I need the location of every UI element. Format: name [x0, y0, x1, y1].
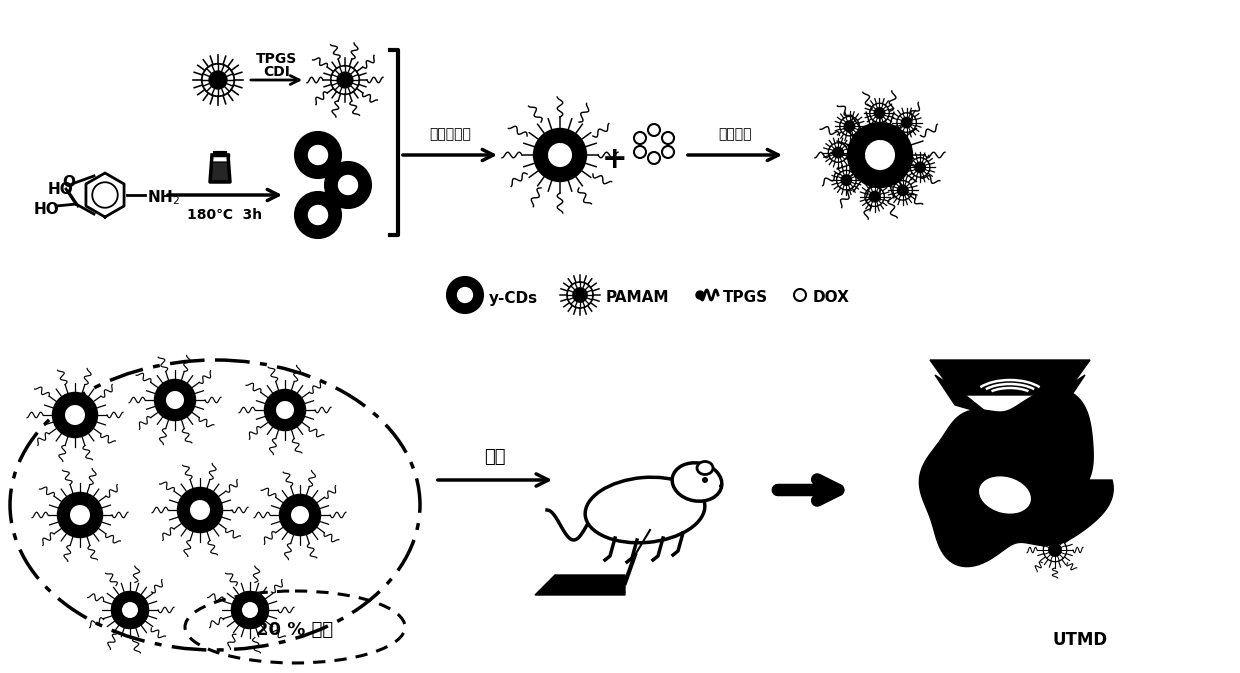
Circle shape [702, 477, 708, 483]
Text: HO: HO [33, 201, 60, 217]
Ellipse shape [585, 477, 704, 543]
Circle shape [112, 592, 148, 628]
Polygon shape [930, 360, 1090, 395]
Circle shape [696, 291, 704, 299]
Circle shape [662, 146, 675, 158]
Circle shape [844, 121, 854, 131]
Text: DOX: DOX [813, 291, 849, 306]
Circle shape [58, 493, 102, 537]
Circle shape [188, 499, 211, 521]
Text: 180℃  3h: 180℃ 3h [187, 208, 263, 222]
Circle shape [848, 123, 911, 187]
Circle shape [69, 504, 91, 526]
Circle shape [337, 174, 360, 196]
Circle shape [874, 108, 884, 118]
Circle shape [68, 504, 92, 526]
Ellipse shape [672, 463, 722, 501]
Text: CDI: CDI [264, 65, 290, 79]
Circle shape [534, 129, 587, 181]
Circle shape [833, 147, 843, 157]
Circle shape [241, 601, 259, 619]
Circle shape [864, 139, 895, 171]
Circle shape [64, 404, 86, 426]
Circle shape [232, 592, 268, 628]
Circle shape [649, 124, 660, 136]
Polygon shape [1030, 375, 1085, 415]
Text: 非共价作用: 非共价作用 [429, 127, 471, 141]
Circle shape [898, 185, 908, 196]
Circle shape [634, 132, 646, 144]
Polygon shape [534, 575, 625, 595]
Circle shape [295, 192, 341, 238]
Text: +: + [603, 145, 627, 174]
Circle shape [337, 72, 352, 87]
Circle shape [1049, 544, 1061, 557]
Circle shape [295, 132, 341, 178]
Circle shape [841, 175, 852, 185]
Circle shape [308, 204, 329, 226]
Circle shape [179, 488, 222, 532]
Ellipse shape [697, 462, 713, 474]
Circle shape [188, 499, 211, 521]
Circle shape [120, 600, 140, 620]
Circle shape [864, 139, 897, 171]
Text: y-CDs: y-CDs [489, 291, 538, 306]
Text: HO: HO [48, 182, 73, 197]
Text: 治疗: 治疗 [485, 448, 506, 466]
Circle shape [165, 390, 185, 410]
Circle shape [165, 390, 186, 411]
Circle shape [280, 495, 320, 535]
Text: PAMAM: PAMAM [606, 291, 670, 306]
Circle shape [241, 600, 260, 620]
Circle shape [915, 162, 925, 173]
Circle shape [634, 146, 646, 158]
Circle shape [275, 400, 295, 420]
Circle shape [290, 505, 310, 525]
Polygon shape [919, 389, 1114, 567]
Text: 疏水作用: 疏水作用 [718, 127, 751, 141]
Circle shape [573, 288, 587, 302]
Circle shape [719, 484, 723, 488]
Ellipse shape [978, 475, 1032, 515]
Circle shape [456, 286, 474, 304]
Circle shape [53, 393, 97, 437]
Circle shape [63, 404, 87, 426]
Circle shape [794, 289, 806, 301]
Circle shape [547, 142, 573, 168]
Circle shape [122, 601, 139, 619]
Text: 20 % 微泡: 20 % 微泡 [257, 621, 334, 639]
Polygon shape [210, 162, 229, 181]
Text: UTMD: UTMD [1053, 631, 1107, 649]
Circle shape [547, 142, 573, 168]
Polygon shape [935, 375, 990, 415]
Circle shape [901, 117, 911, 128]
Circle shape [649, 152, 660, 164]
Circle shape [446, 277, 484, 313]
Text: O: O [62, 174, 76, 190]
Circle shape [155, 380, 195, 420]
Circle shape [210, 71, 227, 89]
Circle shape [308, 144, 329, 166]
Text: TPGS: TPGS [257, 52, 298, 66]
Circle shape [325, 162, 371, 208]
Circle shape [662, 132, 675, 144]
Text: TPGS: TPGS [723, 291, 768, 306]
Text: NH$_2$: NH$_2$ [148, 188, 180, 207]
Circle shape [289, 505, 310, 526]
Circle shape [869, 191, 880, 202]
Circle shape [274, 400, 295, 421]
Circle shape [265, 390, 305, 430]
